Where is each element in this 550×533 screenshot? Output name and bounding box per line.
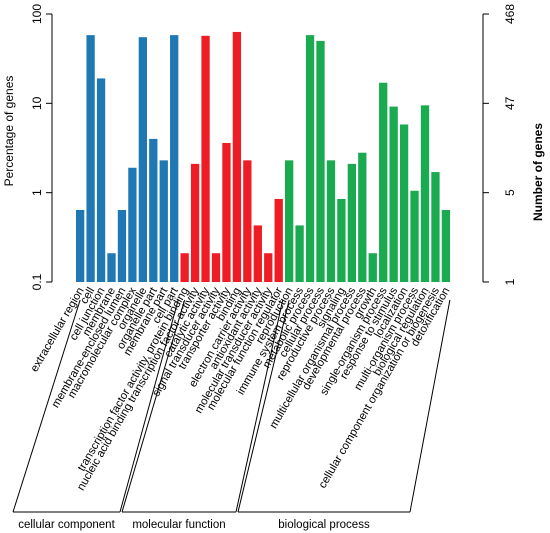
bar — [368, 253, 377, 282]
bar — [190, 163, 200, 282]
bar — [358, 152, 367, 282]
bar — [232, 31, 242, 282]
bar — [201, 35, 210, 282]
y-tick-label-left: 10 — [30, 96, 44, 110]
bar — [243, 160, 252, 282]
group-bracket-line — [237, 299, 290, 513]
bar — [159, 160, 168, 282]
y-axis-label-left: Percentage of genes — [2, 76, 16, 187]
group-bracket-line — [235, 299, 284, 513]
y-tick-label-right: 468 — [503, 4, 517, 24]
y-tick-label-right: 47 — [503, 96, 517, 110]
bar — [180, 253, 189, 282]
bar — [295, 225, 304, 282]
y-axis-label-right: Number of genes — [531, 123, 545, 221]
bar — [117, 209, 127, 282]
group-brackets: cellular component molecular function biol… — [12, 299, 451, 531]
bar — [76, 209, 85, 282]
axes: 100 468 10 47 1 5 0.1 1 — [30, 4, 517, 291]
bar — [264, 253, 273, 282]
bar — [285, 160, 294, 282]
group-bracket-line — [12, 299, 81, 513]
bar — [347, 163, 356, 282]
bar — [222, 142, 231, 282]
y-tick-label-right: 1 — [503, 278, 517, 285]
bar — [379, 82, 388, 282]
group-label: biological process — [278, 519, 370, 531]
bar — [326, 160, 336, 282]
y-tick-label-left: 100 — [30, 4, 44, 24]
bar — [410, 190, 419, 282]
bar — [441, 209, 451, 282]
bar — [431, 172, 440, 282]
bar — [138, 37, 147, 282]
bar — [305, 35, 315, 283]
bar — [149, 138, 158, 282]
bar — [128, 167, 137, 282]
bar — [170, 35, 179, 283]
bar — [253, 225, 262, 282]
bar — [211, 253, 221, 282]
bar — [420, 105, 430, 282]
group-bracket-line — [121, 299, 186, 513]
group-bracket-line — [119, 299, 179, 513]
bar — [399, 124, 409, 282]
bar — [96, 78, 106, 283]
group-label: molecular function — [132, 519, 225, 531]
group-label: cellular component — [18, 519, 115, 531]
bar — [337, 198, 346, 282]
bars — [76, 31, 451, 283]
group-bracket-line — [409, 299, 451, 513]
bar — [274, 198, 283, 282]
y-tick-label-left: 1 — [30, 189, 44, 196]
y-tick-label-left: 0.1 — [30, 273, 44, 290]
y-tick-label-right: 5 — [503, 189, 517, 196]
bar — [389, 106, 398, 282]
bar — [316, 40, 325, 282]
bar — [107, 253, 116, 282]
bar — [86, 35, 95, 283]
